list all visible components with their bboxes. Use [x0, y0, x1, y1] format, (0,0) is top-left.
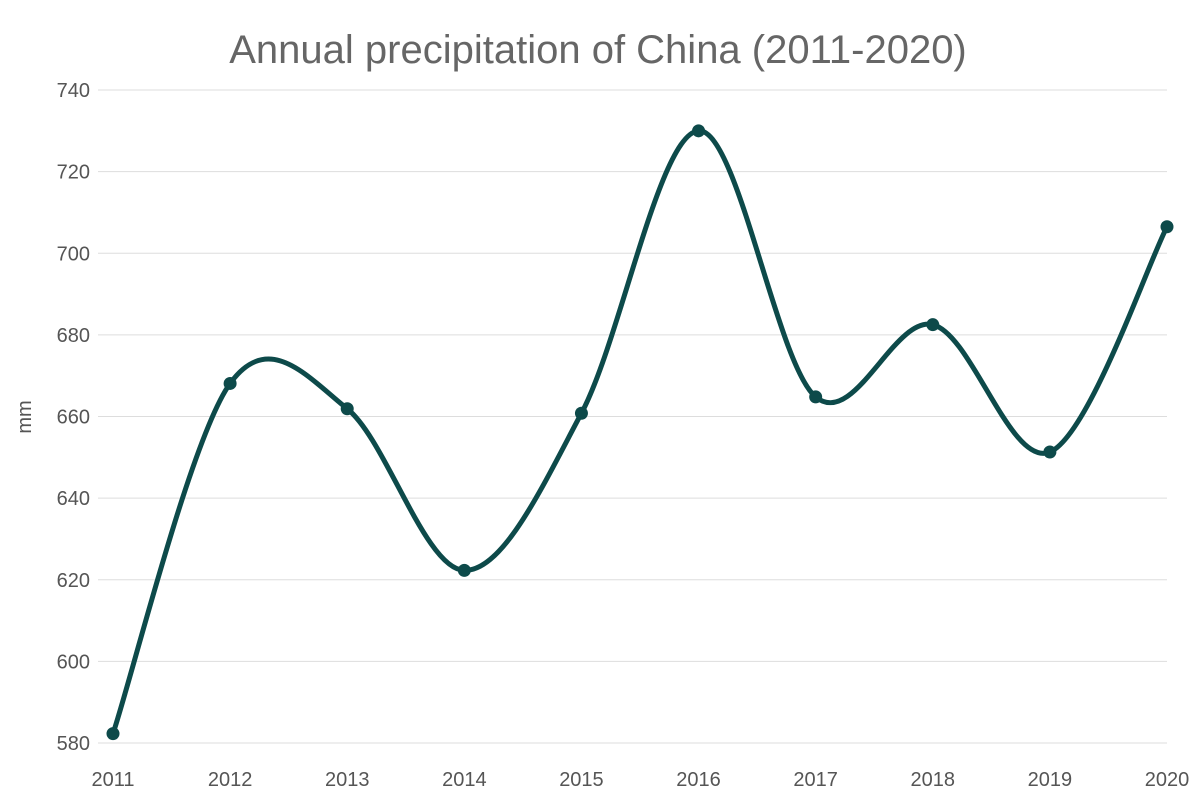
x-tick-label: 2013: [325, 769, 370, 791]
y-tick-label: 600: [57, 651, 90, 673]
chart-title: Annual precipitation of China (2011-2020…: [229, 28, 967, 72]
x-tick-label: 2019: [1028, 769, 1073, 791]
data-point-2015: [574, 406, 588, 420]
x-tick-label: 2011: [91, 769, 134, 791]
data-point-2017: [809, 390, 823, 404]
y-tick-label: 620: [57, 570, 90, 592]
series-line: [110, 128, 1170, 737]
y-tick-label: 720: [57, 162, 90, 184]
data-point-2014: [457, 563, 471, 577]
y-tick-label: 680: [57, 325, 90, 347]
series-layer: [110, 128, 1170, 737]
x-tick-label: 2020: [1145, 769, 1190, 791]
y-axis-label: mm: [14, 400, 36, 433]
y-tick-label: 700: [57, 243, 90, 265]
x-tick-label: 2018: [911, 769, 956, 791]
x-tick-label: 2014: [442, 769, 487, 791]
x-tick-label: 2017: [793, 769, 838, 791]
x-tick-label: 2012: [208, 769, 253, 791]
y-tick-label: 660: [57, 407, 90, 429]
y-axis-ticks: 580 600 620 640 660 680 700 720 740: [57, 80, 90, 755]
data-point-2019: [1043, 445, 1057, 459]
x-tick-label: 2016: [676, 769, 721, 791]
x-axis-ticks: 2011 2012 2013 2014 2015 2016 2017 2018 2019 2020: [91, 769, 1189, 791]
y-tick-label: 740: [57, 80, 90, 102]
data-point-2018: [926, 318, 940, 332]
x-tick-label: 2015: [559, 769, 604, 791]
y-tick-label: 640: [57, 488, 90, 510]
data-point-2013: [340, 402, 354, 416]
data-point-2011: [106, 727, 120, 741]
data-point-2012: [223, 376, 237, 390]
y-tick-label: 580: [57, 733, 90, 755]
data-points: [106, 124, 1174, 741]
gridlines: [98, 89, 1167, 744]
data-point-2020: [1160, 220, 1174, 234]
data-point-2016: [692, 124, 706, 138]
